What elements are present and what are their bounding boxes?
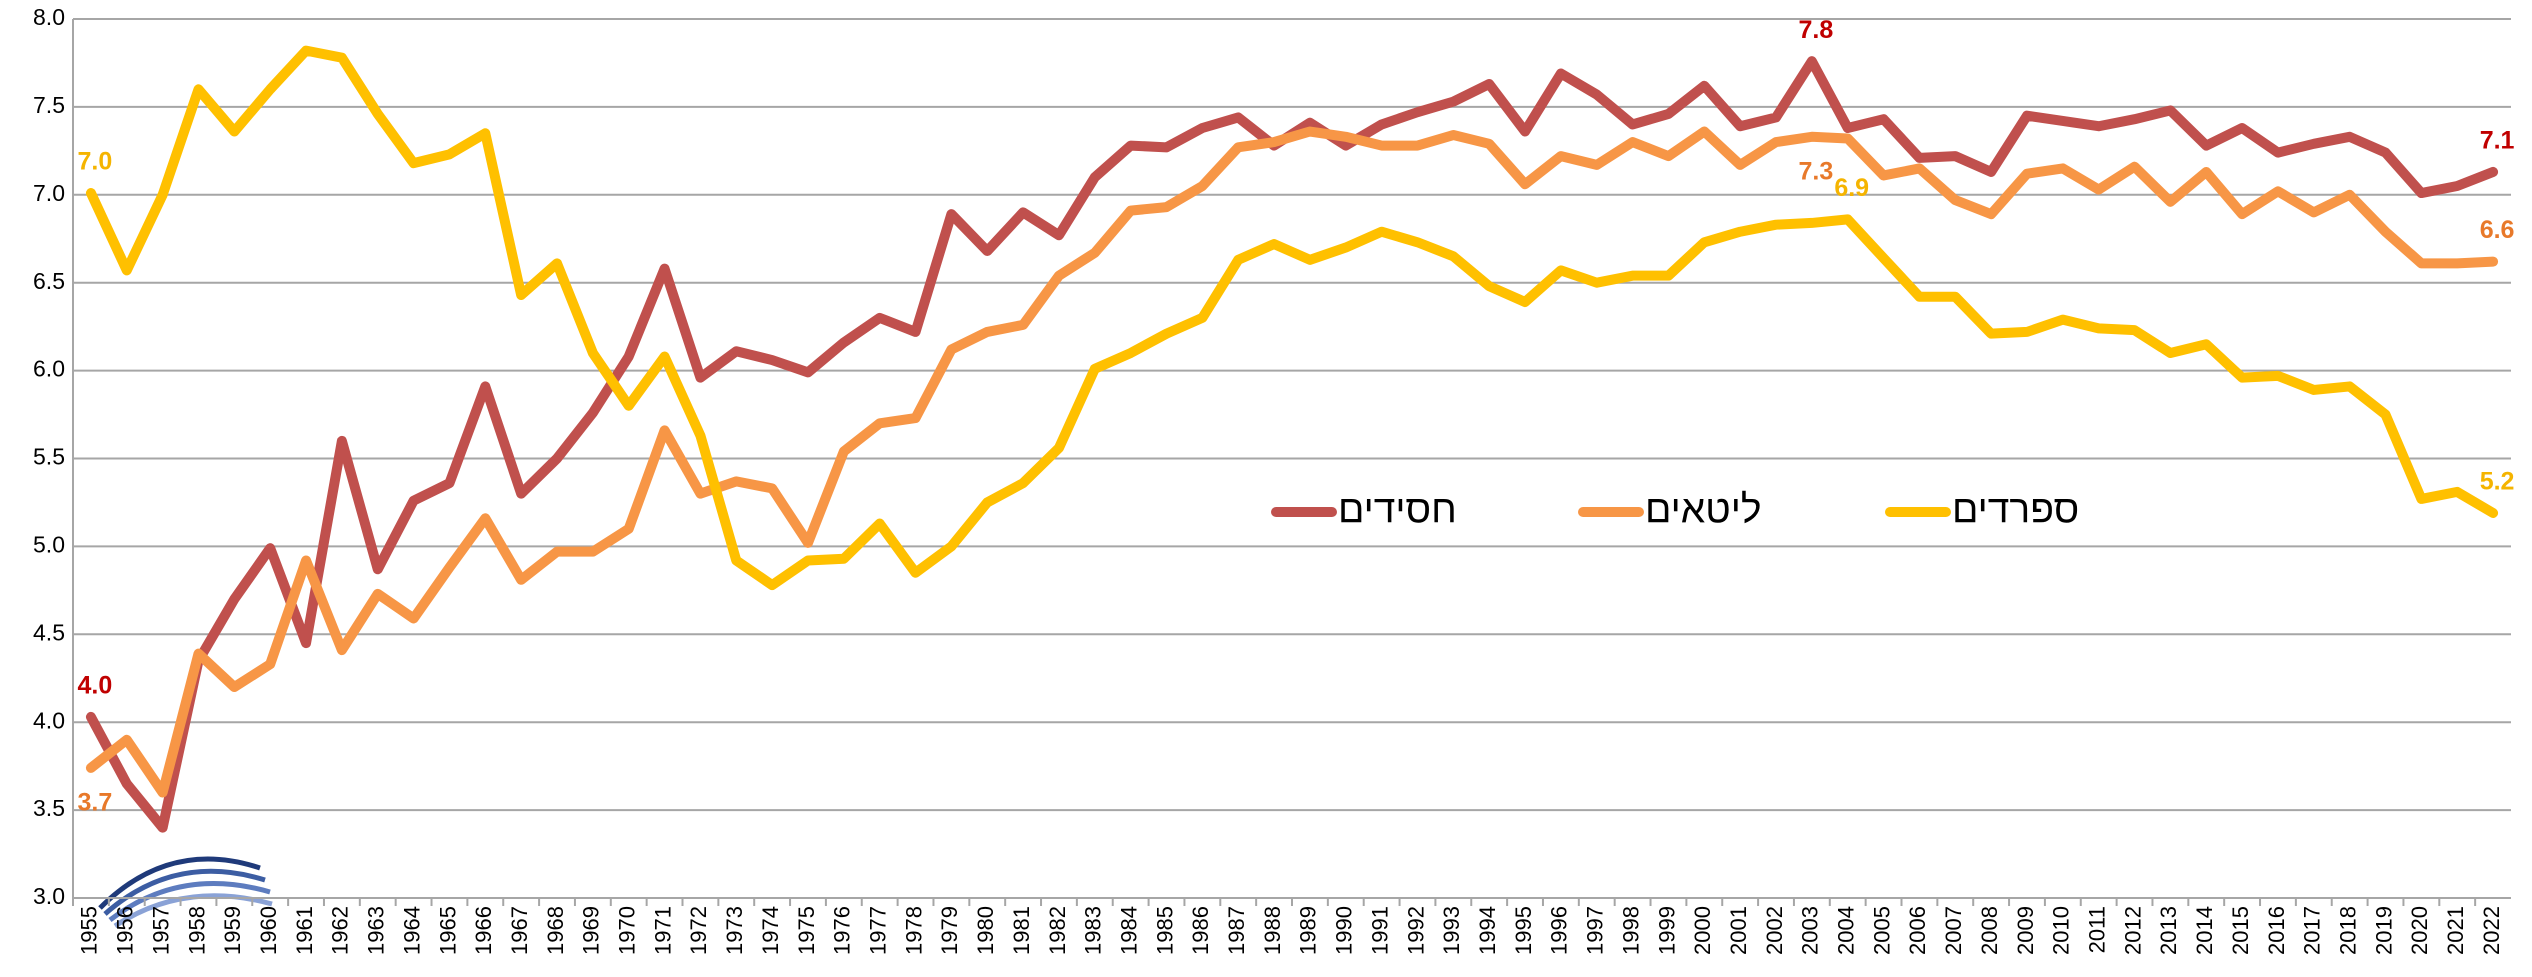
x-tick-label: 1958 (184, 906, 209, 955)
x-tick-label: 2013 (2156, 906, 2181, 955)
x-tick-label: 1974 (758, 906, 783, 955)
data-label: 5.2 (2480, 468, 2515, 496)
x-tick-label: 2002 (1762, 906, 1787, 955)
x-tick-label: 1959 (220, 906, 245, 955)
x-tick-label: 1973 (722, 906, 747, 955)
x-tick-label: 1980 (973, 906, 998, 955)
x-tick-label: 2010 (2049, 906, 2074, 955)
data-label: 7.0 (78, 148, 113, 176)
x-tick-label: 1969 (579, 906, 604, 955)
x-tick-label: 2005 (1869, 906, 1894, 955)
x-tick-label: 2012 (2120, 906, 2145, 955)
data-label: 6.6 (2480, 216, 2515, 244)
x-tick-label: 2015 (2228, 906, 2253, 955)
x-tick-label: 2009 (2013, 906, 2038, 955)
x-tick-label: 2011 (2085, 906, 2110, 953)
x-tick-label: 1972 (686, 906, 711, 955)
y-tick-label: 5.5 (33, 444, 65, 470)
x-tick-label: 1981 (1009, 906, 1034, 955)
x-tick-label: 1961 (292, 906, 317, 955)
x-tick-label: 1955 (77, 906, 102, 955)
x-tick-label: 1999 (1654, 906, 1679, 955)
x-tick-label: 1987 (1224, 906, 1249, 955)
y-tick-label: 6.5 (33, 268, 65, 294)
x-tick-label: 1986 (1188, 906, 1213, 955)
x-tick-label: 1963 (364, 906, 389, 955)
data-label: 7.8 (1798, 16, 1833, 44)
x-tick-label: 2019 (2371, 906, 2396, 955)
x-tick-label: 1971 (650, 906, 675, 955)
series-line (85, 56, 2499, 833)
y-tick-label: 5.0 (33, 531, 65, 557)
data-label: 4.0 (78, 672, 113, 700)
x-tick-label: 1965 (435, 906, 460, 955)
y-tick-label: 7.0 (33, 180, 65, 206)
x-tick-label: 1979 (937, 906, 962, 955)
x-tick-label: 1983 (1081, 906, 1106, 955)
data-label: 7.3 (1798, 157, 1833, 185)
x-tick-label: 2017 (2300, 906, 2325, 955)
x-tick-label: 1991 (1367, 906, 1392, 955)
x-tick-label: 2001 (1726, 906, 1751, 955)
x-tick-label: 1988 (1260, 906, 1285, 955)
x-tick-label: 1984 (1116, 906, 1141, 955)
x-tick-label: 1956 (113, 906, 138, 955)
x-tick-label: 1989 (1296, 906, 1321, 955)
x-tick-label: 2014 (2192, 906, 2217, 955)
series-line (85, 126, 2499, 798)
legend-label: ספרדים (1952, 488, 2079, 531)
x-tick-label: 1962 (328, 906, 353, 955)
y-tick-label: 3.0 (33, 883, 65, 909)
y-tick-label: 7.5 (33, 92, 65, 118)
x-tick-label: 1978 (901, 906, 926, 955)
x-tick-label: 2000 (1690, 906, 1715, 955)
x-tick-label: 1977 (866, 906, 891, 955)
data-label: 7.1 (2480, 127, 2515, 155)
y-tick-label: 8.0 (33, 4, 65, 30)
x-tick-label: 2021 (2443, 906, 2468, 955)
x-tick-label: 2016 (2264, 906, 2289, 955)
x-tick-label: 1967 (507, 906, 532, 955)
x-tick-label: 1964 (399, 906, 424, 955)
x-tick-label: 2008 (1977, 906, 2002, 955)
x-tick-label: 1996 (1547, 906, 1572, 955)
legend-label: חסידים (1338, 488, 1457, 531)
y-tick-label: 4.5 (33, 619, 65, 645)
x-tick-label: 1985 (1152, 906, 1177, 955)
x-tick-label: 1975 (794, 906, 819, 955)
x-tick-label: 1982 (1045, 906, 1070, 955)
x-tick-label: 2003 (1798, 906, 1823, 955)
x-tick-label: 1957 (148, 906, 173, 955)
x-tick-label: 1995 (1511, 906, 1536, 955)
x-tick-label: 2006 (1905, 906, 1930, 955)
x-tick-label: 1997 (1583, 906, 1608, 955)
data-label: 6.9 (1834, 174, 1869, 202)
x-tick-label: 1976 (830, 906, 855, 955)
legend-label: ליטאים (1645, 488, 1762, 531)
data-label: 3.7 (78, 789, 113, 817)
series-line (85, 45, 2499, 591)
x-tick-label: 1968 (543, 906, 568, 955)
x-tick-label: 2020 (2407, 906, 2432, 955)
x-tick-label: 1960 (256, 906, 281, 955)
x-tick-label: 1990 (1332, 906, 1357, 955)
x-tick-label: 1994 (1475, 906, 1500, 955)
x-tick-label: 1992 (1403, 906, 1428, 955)
x-tick-label: 1966 (471, 906, 496, 955)
y-tick-label: 3.5 (33, 795, 65, 821)
x-tick-label: 2007 (1941, 906, 1966, 955)
x-tick-label: 1970 (615, 906, 640, 955)
y-tick-label: 4.0 (33, 707, 65, 733)
x-tick-label: 1993 (1439, 906, 1464, 955)
x-tick-label: 1998 (1618, 906, 1643, 955)
x-tick-label: 2004 (1834, 906, 1859, 955)
y-tick-label: 6.0 (33, 356, 65, 382)
x-tick-label: 2018 (2335, 906, 2360, 955)
x-tick-label: 2022 (2479, 906, 2504, 955)
